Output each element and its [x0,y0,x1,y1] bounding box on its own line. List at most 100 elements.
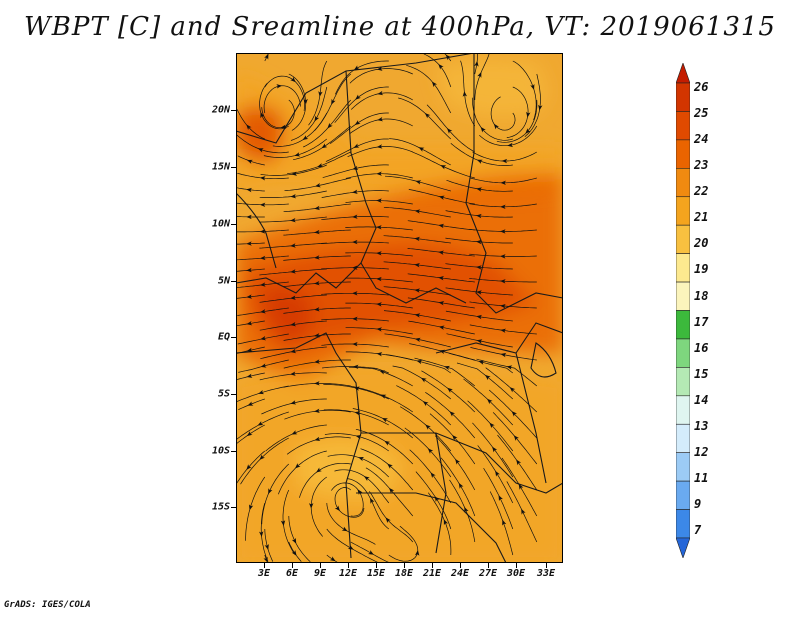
streamline [264,528,274,562]
streamline-arrow [246,431,253,437]
streamline-arrow [314,281,320,286]
streamline-arrow [455,458,461,465]
streamline-arrow [382,417,388,423]
streamline-arrow [476,187,482,192]
colorbar-bin [675,253,691,283]
colorbar-label: 18 [694,289,709,303]
colorbar-label: 15 [694,367,709,381]
streamline-arrow [500,254,506,259]
streamline-arrow [477,71,482,78]
streamline-arrow [353,386,360,391]
streamline-arrow [352,364,359,369]
streamline-arrow [376,302,382,307]
streamline-arrow [259,282,266,287]
streamline-arrow [493,123,499,130]
streamline [236,346,265,354]
colorbar-bin [675,367,691,397]
streamline-arrow [445,54,452,61]
streamline-arrow [416,359,423,365]
streamline-arrow [484,374,491,381]
streamline-arrow [290,243,296,248]
streamline-arrow [414,288,421,293]
streamline-arrow [314,381,320,386]
streamline-arrow [476,314,483,320]
streamline-arrow [438,250,444,255]
streamline-arrow [280,124,287,129]
streamline-arrow [449,411,456,417]
streamline-arrow [314,307,320,312]
streamline-arrow [259,176,266,181]
streamline-arrow [440,165,447,170]
streamline-arrow [246,464,252,470]
streamline [235,450,266,485]
streamline-arrow [500,279,506,284]
streamline-arrow [246,347,253,352]
streamline-arrow [430,472,436,479]
streamline [235,411,289,440]
streamline-arrow [385,517,391,524]
streamline-arrow [438,195,445,200]
colorbar-bin [675,111,691,141]
lon-label-9e: 9E [313,568,327,579]
streamline-arrow [260,309,266,314]
streamline-arrow [259,229,266,234]
streamline-arrow [489,422,495,429]
streamline-arrow [526,111,531,118]
lat-label-15s: 15S [211,501,230,513]
streamline-arrow [500,303,506,309]
streamline-arrow [414,337,421,343]
streamline-arrow [355,434,362,440]
streamline-arrow [321,143,328,149]
colorbar-label: 22 [694,184,709,198]
lon-label-30e: 30E [506,568,526,579]
streamline-arrow [498,495,503,502]
streamline-arrow [353,65,360,71]
colorbar-bin [675,310,691,340]
lon-label-33e: 33E [536,568,556,579]
streamline-arrow [290,295,296,300]
streamline-arrow [476,290,482,295]
streamline-arrow [509,387,516,393]
colorbar-bin [675,338,691,368]
streamline-arrow [420,377,427,383]
colorbar [675,62,691,559]
streamline [237,155,265,166]
streamline-arrow [352,189,358,194]
streamline-arrow [376,251,382,256]
streamline-arrow [260,112,265,119]
streamline-arrow [513,435,519,441]
streamline-arrow [341,526,348,532]
streamline-arrow [507,142,514,148]
streamline-arrow [264,544,269,550]
streamline-arrow [259,531,264,537]
streamline-arrow [389,487,395,494]
streamline-arrow [452,434,458,441]
streamline-arrow [291,171,298,176]
lon-label-6e: 6E [285,568,299,579]
streamline-arrow [314,436,321,441]
streamline [236,268,265,272]
streamline [236,320,265,327]
lon-label-15e: 15E [366,568,386,579]
streamline-arrow [263,556,268,563]
streamline-arrow [511,411,518,417]
streamline-arrow [376,225,382,230]
streamline-arrow [258,389,265,395]
lat-tick [231,224,236,225]
streamline-arrow [464,506,469,513]
streamline-arrow [246,214,252,220]
streamline-arrow [370,497,375,504]
streamline [260,502,269,562]
streamline-arrow [376,171,382,176]
colorbar-bin [675,480,691,510]
streamline-arrow [500,328,506,333]
streamline-arrow [257,148,264,153]
streamline-arrow [414,209,421,214]
streamline-arrow [447,387,453,393]
colorbar-label: 20 [694,236,709,250]
wbpt-shaded-map [235,52,564,564]
streamline [236,372,265,380]
streamline-arrow [276,84,283,89]
colorbar-label: 17 [694,315,709,329]
colorbar-bin [675,196,691,226]
